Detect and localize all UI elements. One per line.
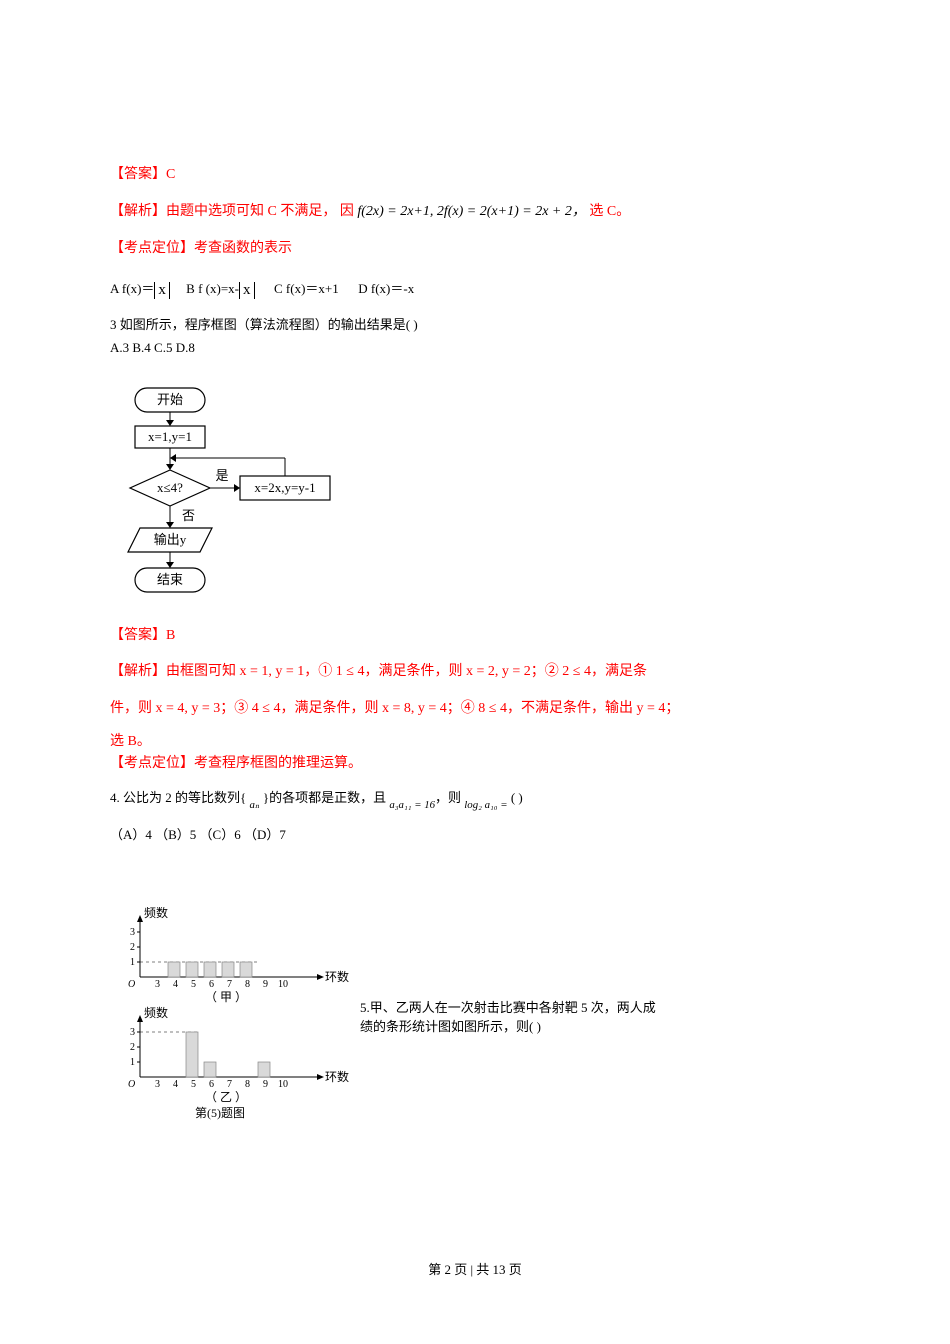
opt-b-abs: x — [239, 282, 255, 299]
q4-mid: }的各项都是正数，且 — [260, 790, 390, 805]
svg-text:3: 3 — [155, 1079, 160, 1090]
yi-caption: （ 乙 ） — [205, 1090, 247, 1104]
svg-text:7: 7 — [227, 979, 232, 990]
svg-text:5: 5 — [191, 979, 196, 990]
expl2-prefix: 【解析】由题中选项可知 C 不满足， 因 — [110, 204, 354, 219]
svg-text:5: 5 — [191, 1079, 196, 1090]
flowchart: 开始 x=1,y=1 x≤4? 是 x=2x,y=y-1 否 输出y 结束 — [110, 380, 360, 600]
q4-options: （A）4 （B）5 （C）6 （D）7 — [110, 823, 840, 846]
svg-text:4: 4 — [173, 1079, 178, 1090]
opt-d: D f(x)＝-x — [358, 281, 414, 296]
topic-2: 【考点定位】考查函数的表示 — [110, 234, 840, 265]
page-footer: 第 2 页 | 共 13 页 — [0, 1259, 950, 1278]
svg-text:O: O — [128, 1079, 135, 1090]
expl3-line3: 选 B。 — [110, 731, 840, 753]
svg-text:10: 10 — [278, 979, 288, 990]
svg-text:8: 8 — [245, 979, 250, 990]
svg-text:9: 9 — [263, 979, 268, 990]
yi-xlabel: 环数 — [325, 1069, 349, 1084]
q3-options: A.3 B.4 C.5 D.8 — [110, 336, 840, 359]
jia-xlabel: 环数 — [325, 969, 349, 984]
opt-a: A f(x)＝ — [110, 281, 154, 296]
svg-text:O: O — [128, 979, 135, 990]
svg-text:6: 6 — [209, 979, 214, 990]
q4-post: ( ) — [508, 790, 523, 805]
svg-text:7: 7 — [227, 1079, 232, 1090]
svg-text:8: 8 — [245, 1079, 250, 1090]
svg-text:1: 1 — [130, 957, 135, 968]
fc-cond: x≤4? — [157, 480, 183, 495]
fc-yes: 是 — [215, 468, 228, 483]
q4-mid2: ，则 — [435, 790, 464, 805]
fc-start: 开始 — [157, 392, 183, 407]
q4-pre: 4. 公比为 2 的等比数列{ — [110, 790, 250, 805]
answer-label-2: 【答案】C — [110, 160, 840, 191]
q4-text: 4. 公比为 2 的等比数列{ aₙ }的各项都是正数，且 a₃a₁₁ = 16… — [110, 786, 840, 815]
figure-label: 第(5)题图 — [195, 1106, 245, 1120]
svg-text:2: 2 — [130, 1042, 135, 1053]
q4-f1: a₃a₁₁ = 16 — [389, 799, 435, 811]
q4-seq: aₙ — [250, 799, 260, 811]
q3-text: 3 如图所示，程序框图（算法流程图）的输出结果是( ) — [110, 313, 840, 336]
expl2-formula: f(2x) = 2x+1, 2f(x) = 2(x+1) = 2x + 2， — [357, 204, 586, 219]
jia-ylabel: 频数 — [144, 907, 168, 920]
svg-text:10: 10 — [278, 1079, 288, 1090]
expl3-line1: 【解析】由框图可知 x = 1, y = 1，① 1 ≤ 4，满足条件，则 x … — [110, 657, 840, 688]
fc-no: 否 — [182, 508, 195, 523]
yi-ylabel: 频数 — [144, 1005, 168, 1020]
topic-3: 【考点定位】考查程序框图的推理运算。 — [110, 753, 840, 775]
fc-out: 输出y — [154, 532, 187, 547]
expl2-suffix: 选 C。 — [589, 204, 630, 219]
fc-end: 结束 — [157, 572, 183, 587]
fc-init: x=1,y=1 — [148, 429, 192, 444]
svg-text:2: 2 — [130, 942, 135, 953]
explanation-2: 【解析】由题中选项可知 C 不满足， 因 f(2x) = 2x+1, 2f(x)… — [110, 197, 840, 228]
svg-text:3: 3 — [130, 927, 135, 938]
q5-row: 频数 1 2 3 O 3 4 5 6 7 8 9 10 — [110, 907, 840, 1122]
q4-f2: log₂ a₁₀ = — [464, 799, 507, 811]
fc-assign: x=2x,y=y-1 — [254, 480, 315, 495]
expl3-line2: 件，则 x = 4, y = 3；③ 4 ≤ 4，满足条件，则 x = 8, y… — [110, 694, 840, 725]
svg-text:4: 4 — [173, 979, 178, 990]
opt-c: C f(x)＝x+1 — [274, 281, 339, 296]
q2-options: A f(x)＝x B f (x)=x-x C f(x)＝x+1 D f(x)＝-… — [110, 278, 840, 299]
bar-charts: 频数 1 2 3 O 3 4 5 6 7 8 9 10 — [110, 907, 350, 1122]
opt-b: B f (x)=x- — [186, 281, 239, 296]
svg-text:1: 1 — [130, 1057, 135, 1068]
svg-text:9: 9 — [263, 1079, 268, 1090]
answer-label-3: 【答案】B — [110, 621, 840, 652]
svg-text:3: 3 — [130, 1027, 135, 1038]
opt-a-abs: x — [154, 282, 170, 299]
jia-caption: （ 甲 ） — [205, 990, 247, 1004]
svg-text:3: 3 — [155, 979, 160, 990]
svg-text:6: 6 — [209, 1079, 214, 1090]
